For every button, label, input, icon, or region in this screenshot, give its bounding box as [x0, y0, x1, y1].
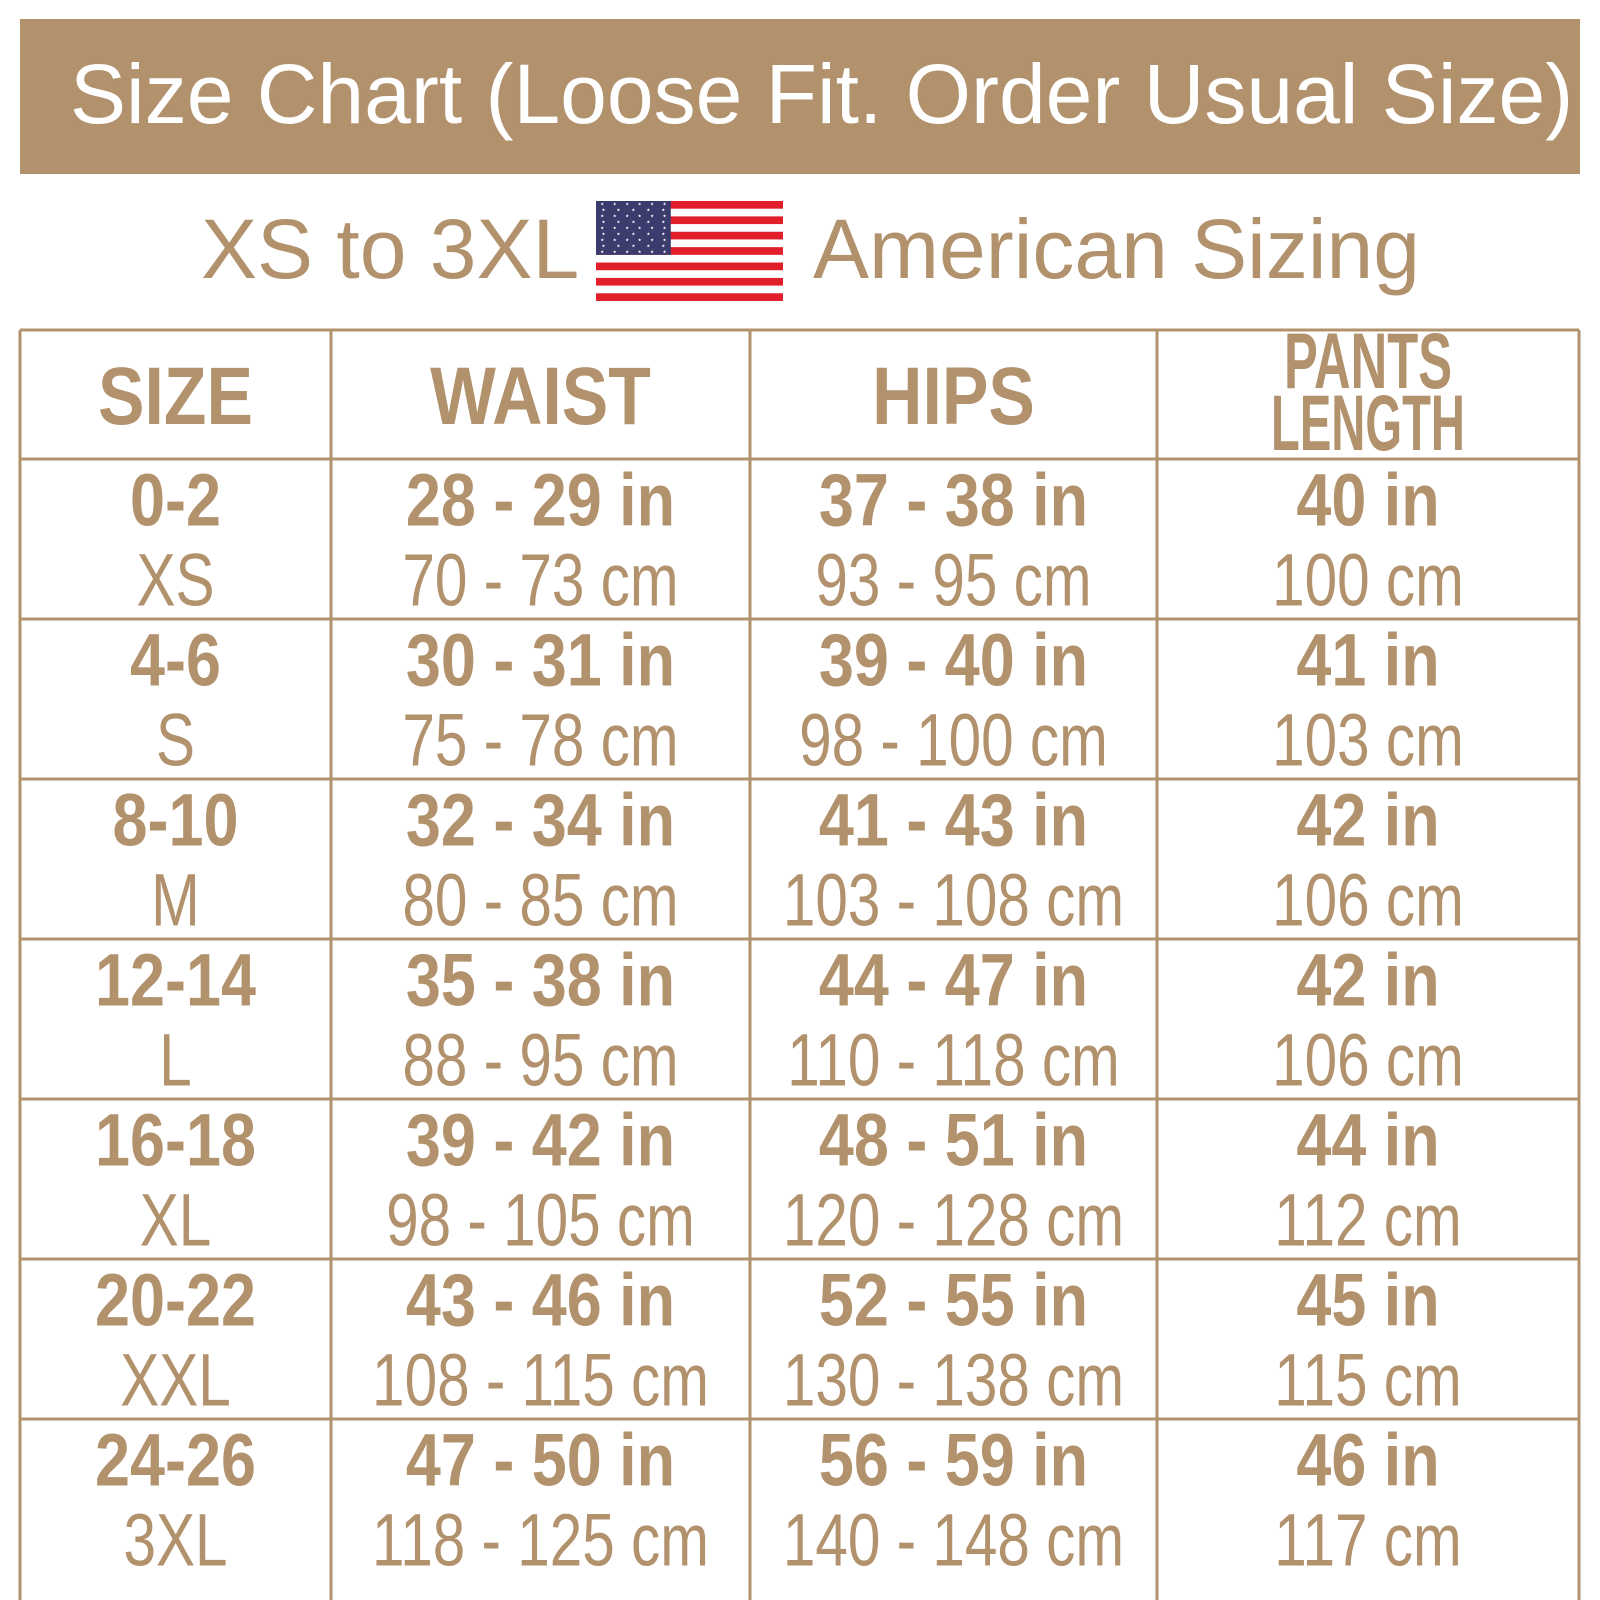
svg-text:XL: XL — [140, 1179, 212, 1262]
svg-text:47 - 50 in: 47 - 50 in — [406, 1419, 675, 1502]
svg-text:75 - 78 cm: 75 - 78 cm — [402, 699, 678, 782]
svg-text:WAIST: WAIST — [430, 351, 651, 442]
svg-text:42 in: 42 in — [1296, 939, 1439, 1022]
svg-text:45 in: 45 in — [1296, 1259, 1439, 1342]
svg-text:XXL: XXL — [120, 1339, 231, 1422]
svg-text:32 - 34 in: 32 - 34 in — [406, 779, 675, 862]
svg-text:88 - 95 cm: 88 - 95 cm — [402, 1019, 678, 1102]
svg-text:39 - 42 in: 39 - 42 in — [406, 1099, 675, 1182]
svg-text:106 cm: 106 cm — [1272, 859, 1464, 942]
svg-text:130 - 138 cm: 130 - 138 cm — [783, 1339, 1124, 1422]
svg-text:108 - 115 cm: 108 - 115 cm — [372, 1339, 709, 1422]
svg-text:118 - 125 cm: 118 - 125 cm — [372, 1499, 709, 1582]
svg-text:93 - 95 cm: 93 - 95 cm — [815, 539, 1091, 622]
svg-text:24-26: 24-26 — [95, 1419, 256, 1502]
svg-text:43 - 46 in: 43 - 46 in — [406, 1259, 675, 1342]
svg-text:140 - 148 cm: 140 - 148 cm — [783, 1499, 1124, 1582]
svg-text:40 in: 40 in — [1296, 459, 1439, 542]
svg-text:41 in: 41 in — [1296, 619, 1439, 702]
svg-text:117 cm: 117 cm — [1274, 1499, 1461, 1582]
svg-text:37 - 38 in: 37 - 38 in — [819, 459, 1088, 542]
svg-text:S: S — [156, 699, 195, 782]
svg-text:20-22: 20-22 — [95, 1259, 256, 1342]
svg-text:0-2: 0-2 — [130, 459, 221, 542]
svg-text:28 - 29 in: 28 - 29 in — [406, 459, 675, 542]
svg-text:98 - 100 cm: 98 - 100 cm — [799, 699, 1108, 782]
svg-text:103 cm: 103 cm — [1272, 699, 1464, 782]
svg-text:Size Chart (Loose Fit. Order U: Size Chart (Loose Fit. Order Usual Size) — [70, 47, 1573, 141]
svg-text:110 - 118 cm: 110 - 118 cm — [787, 1019, 1120, 1102]
svg-text:4-6: 4-6 — [130, 619, 221, 702]
svg-text:HIPS: HIPS — [872, 351, 1035, 442]
svg-text:XS to 3XL: XS to 3XL — [201, 202, 579, 296]
svg-text:M: M — [151, 859, 200, 942]
svg-text:XS: XS — [137, 539, 215, 622]
svg-text:42 in: 42 in — [1296, 779, 1439, 862]
svg-text:35 - 38 in: 35 - 38 in — [406, 939, 675, 1022]
svg-text:39 - 40 in: 39 - 40 in — [819, 619, 1088, 702]
svg-text:48 - 51 in: 48 - 51 in — [819, 1099, 1088, 1182]
svg-text:44 in: 44 in — [1296, 1099, 1439, 1182]
svg-text:44 - 47 in: 44 - 47 in — [819, 939, 1088, 1022]
svg-text:115 cm: 115 cm — [1274, 1339, 1461, 1422]
svg-text:12-14: 12-14 — [95, 939, 256, 1022]
svg-text:80 - 85 cm: 80 - 85 cm — [402, 859, 678, 942]
svg-text:46 in: 46 in — [1296, 1419, 1439, 1502]
svg-text:30 - 31 in: 30 - 31 in — [406, 619, 675, 702]
svg-text:8-10: 8-10 — [113, 779, 239, 862]
svg-text:98 - 105 cm: 98 - 105 cm — [386, 1179, 695, 1262]
svg-text:112 cm: 112 cm — [1274, 1179, 1461, 1262]
svg-text:American Sizing: American Sizing — [813, 202, 1420, 296]
svg-text:103 - 108 cm: 103 - 108 cm — [783, 859, 1124, 942]
svg-text:120 - 128 cm: 120 - 128 cm — [783, 1179, 1124, 1262]
svg-text:56 - 59 in: 56 - 59 in — [819, 1419, 1088, 1502]
svg-text:L: L — [159, 1019, 192, 1102]
svg-text:LENGTH: LENGTH — [1271, 378, 1465, 467]
svg-text:41 - 43 in: 41 - 43 in — [819, 779, 1088, 862]
svg-text:SIZE: SIZE — [98, 351, 253, 442]
svg-text:106 cm: 106 cm — [1272, 1019, 1464, 1102]
svg-text:3XL: 3XL — [124, 1499, 228, 1582]
svg-text:70 - 73 cm: 70 - 73 cm — [402, 539, 678, 622]
svg-text:52 - 55 in: 52 - 55 in — [819, 1259, 1088, 1342]
svg-text:100 cm: 100 cm — [1272, 539, 1464, 622]
svg-text:16-18: 16-18 — [95, 1099, 256, 1182]
